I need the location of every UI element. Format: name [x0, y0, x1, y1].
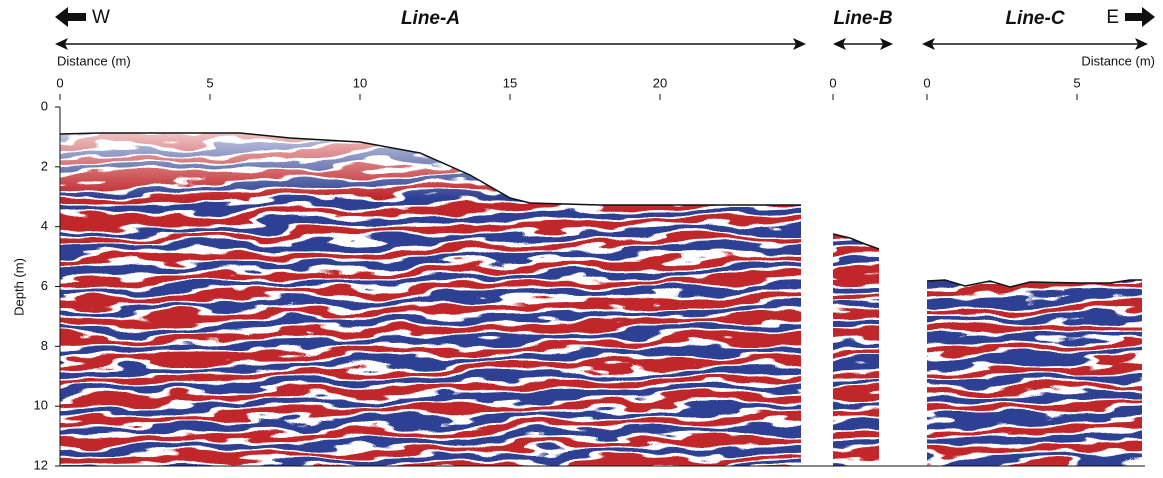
surface-line: [59, 132, 801, 206]
y-tick-label: 12: [34, 457, 48, 472]
x-tick-label: 5: [206, 75, 213, 90]
distance-label: Distance (m): [1081, 53, 1155, 68]
x-tick-label: 0: [829, 75, 836, 90]
west-arrow: [55, 7, 86, 27]
surface-line: [926, 279, 1142, 288]
radargram-c: [927, 280, 1142, 466]
y-tick-label: 2: [41, 158, 48, 173]
x-tick-label: 5: [1073, 75, 1080, 90]
arrow-head: [55, 38, 68, 50]
x-tick-label: 15: [503, 75, 517, 90]
surface-line: [832, 233, 880, 250]
arrow-head: [922, 38, 935, 50]
x-tick-label: 10: [353, 75, 367, 90]
x-tick-label: 0: [923, 75, 930, 90]
distance-label: Distance (m): [57, 53, 131, 68]
y-tick-label: 10: [34, 398, 48, 413]
y-tick-label: 4: [41, 218, 48, 233]
east-arrow: [1125, 7, 1155, 27]
arrow-head: [833, 38, 846, 50]
panel-title: Line-B: [833, 8, 892, 29]
panel-title: Line-A: [401, 8, 460, 29]
east-label: E: [1106, 7, 1119, 28]
x-tick-label: 20: [653, 75, 667, 90]
x-tick-label: 0: [56, 75, 63, 90]
arrow-head: [880, 38, 893, 50]
arrow-head: [1135, 38, 1148, 50]
arrow-head: [793, 38, 806, 50]
radargram-b: [833, 234, 879, 466]
west-label: W: [92, 7, 110, 28]
panel-title: Line-C: [1005, 8, 1064, 29]
y-tick-label: 6: [41, 278, 48, 293]
y-tick-label: 0: [41, 98, 48, 113]
y-tick-label: 8: [41, 338, 48, 353]
depth-axis-label: Depth (m): [11, 258, 26, 316]
